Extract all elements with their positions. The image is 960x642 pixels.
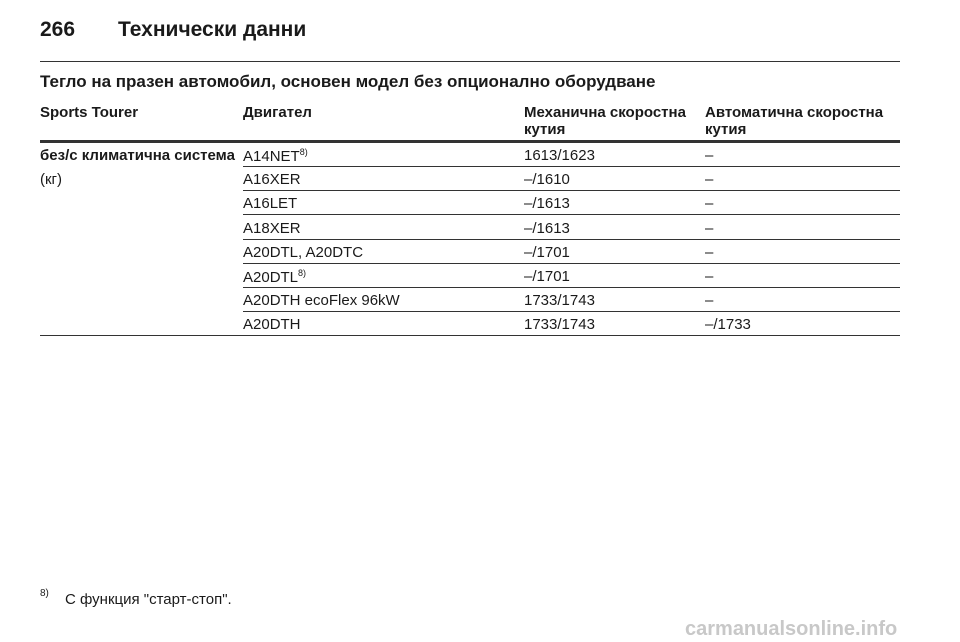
engine: A20DTH ecoFlex 96kW	[243, 292, 400, 310]
row-rule	[243, 166, 900, 167]
footnote-text: С функция "старт-стоп".	[65, 591, 232, 608]
engine: A20DTH	[243, 316, 301, 334]
engine-cell: A14NET8)	[243, 147, 308, 165]
column-header: Механична скоростна кутия	[524, 104, 686, 138]
row-rule	[40, 335, 900, 337]
automatic-weight: –	[705, 268, 714, 285]
manual-weight: –/1701	[524, 268, 570, 285]
engine: A20DTL	[243, 269, 299, 286]
row-rule	[243, 238, 900, 240]
engine: A16LET	[243, 195, 298, 213]
row-rule	[243, 287, 900, 288]
row-rule	[243, 262, 900, 264]
automatic-weight: –	[705, 147, 714, 164]
automatic-weight: –	[705, 292, 714, 310]
footnote-ref: 8)	[298, 268, 307, 278]
automatic-weight: –	[705, 195, 714, 213]
row-rule	[243, 311, 900, 313]
engine: A18XER	[243, 219, 301, 237]
manual-weight: 1733/1743	[524, 292, 595, 310]
automatic-weight: –	[705, 171, 714, 189]
row-rule	[243, 214, 900, 216]
rule	[40, 61, 900, 62]
engine-cell: A16LET	[243, 195, 297, 212]
manual-weight: –/1613	[524, 219, 570, 237]
footnote-ref: 8)	[299, 147, 308, 157]
manual-weight: –/1701	[524, 243, 570, 261]
manual-weight: 1733/1743	[524, 316, 595, 334]
header-rule	[40, 140, 900, 143]
engine-cell: A18XER	[243, 220, 301, 237]
row-rule	[243, 190, 900, 192]
page-number: 266	[40, 18, 76, 41]
unit: (кг)	[40, 171, 63, 188]
manual-weight: 1613/1623	[524, 147, 595, 164]
automatic-weight: –/1733	[705, 316, 751, 334]
engine: A14NET	[243, 148, 300, 165]
engine-cell: A16XER	[243, 171, 301, 188]
engine: A16XER	[243, 171, 301, 189]
manual-weight: –/1610	[524, 171, 570, 189]
column-header: Автоматична скоростна кутия	[705, 104, 884, 138]
watermark: carmanualsonline.info	[685, 618, 898, 640]
row-label: без/с климатична система	[40, 147, 235, 164]
column-header: Двигател	[243, 104, 312, 121]
section-title: Тегло на празен автомобил, основен модел…	[40, 72, 656, 91]
engine-cell: A20DTL8)	[243, 268, 306, 286]
column-header: Sports Tourer	[40, 104, 139, 121]
automatic-weight: –	[705, 243, 714, 261]
manual-weight: –/1613	[524, 195, 570, 213]
engine-cell: A20DTH ecoFlex 96kW	[243, 292, 400, 309]
engine-cell: A20DTH	[243, 316, 301, 333]
page-title: Технически данни	[118, 18, 307, 41]
engine-cell: A20DTL, A20DTC	[243, 244, 363, 261]
engine: A20DTL, A20DTC	[243, 243, 364, 261]
automatic-weight: –	[705, 219, 714, 237]
footnote-mark: 8)	[40, 588, 49, 599]
